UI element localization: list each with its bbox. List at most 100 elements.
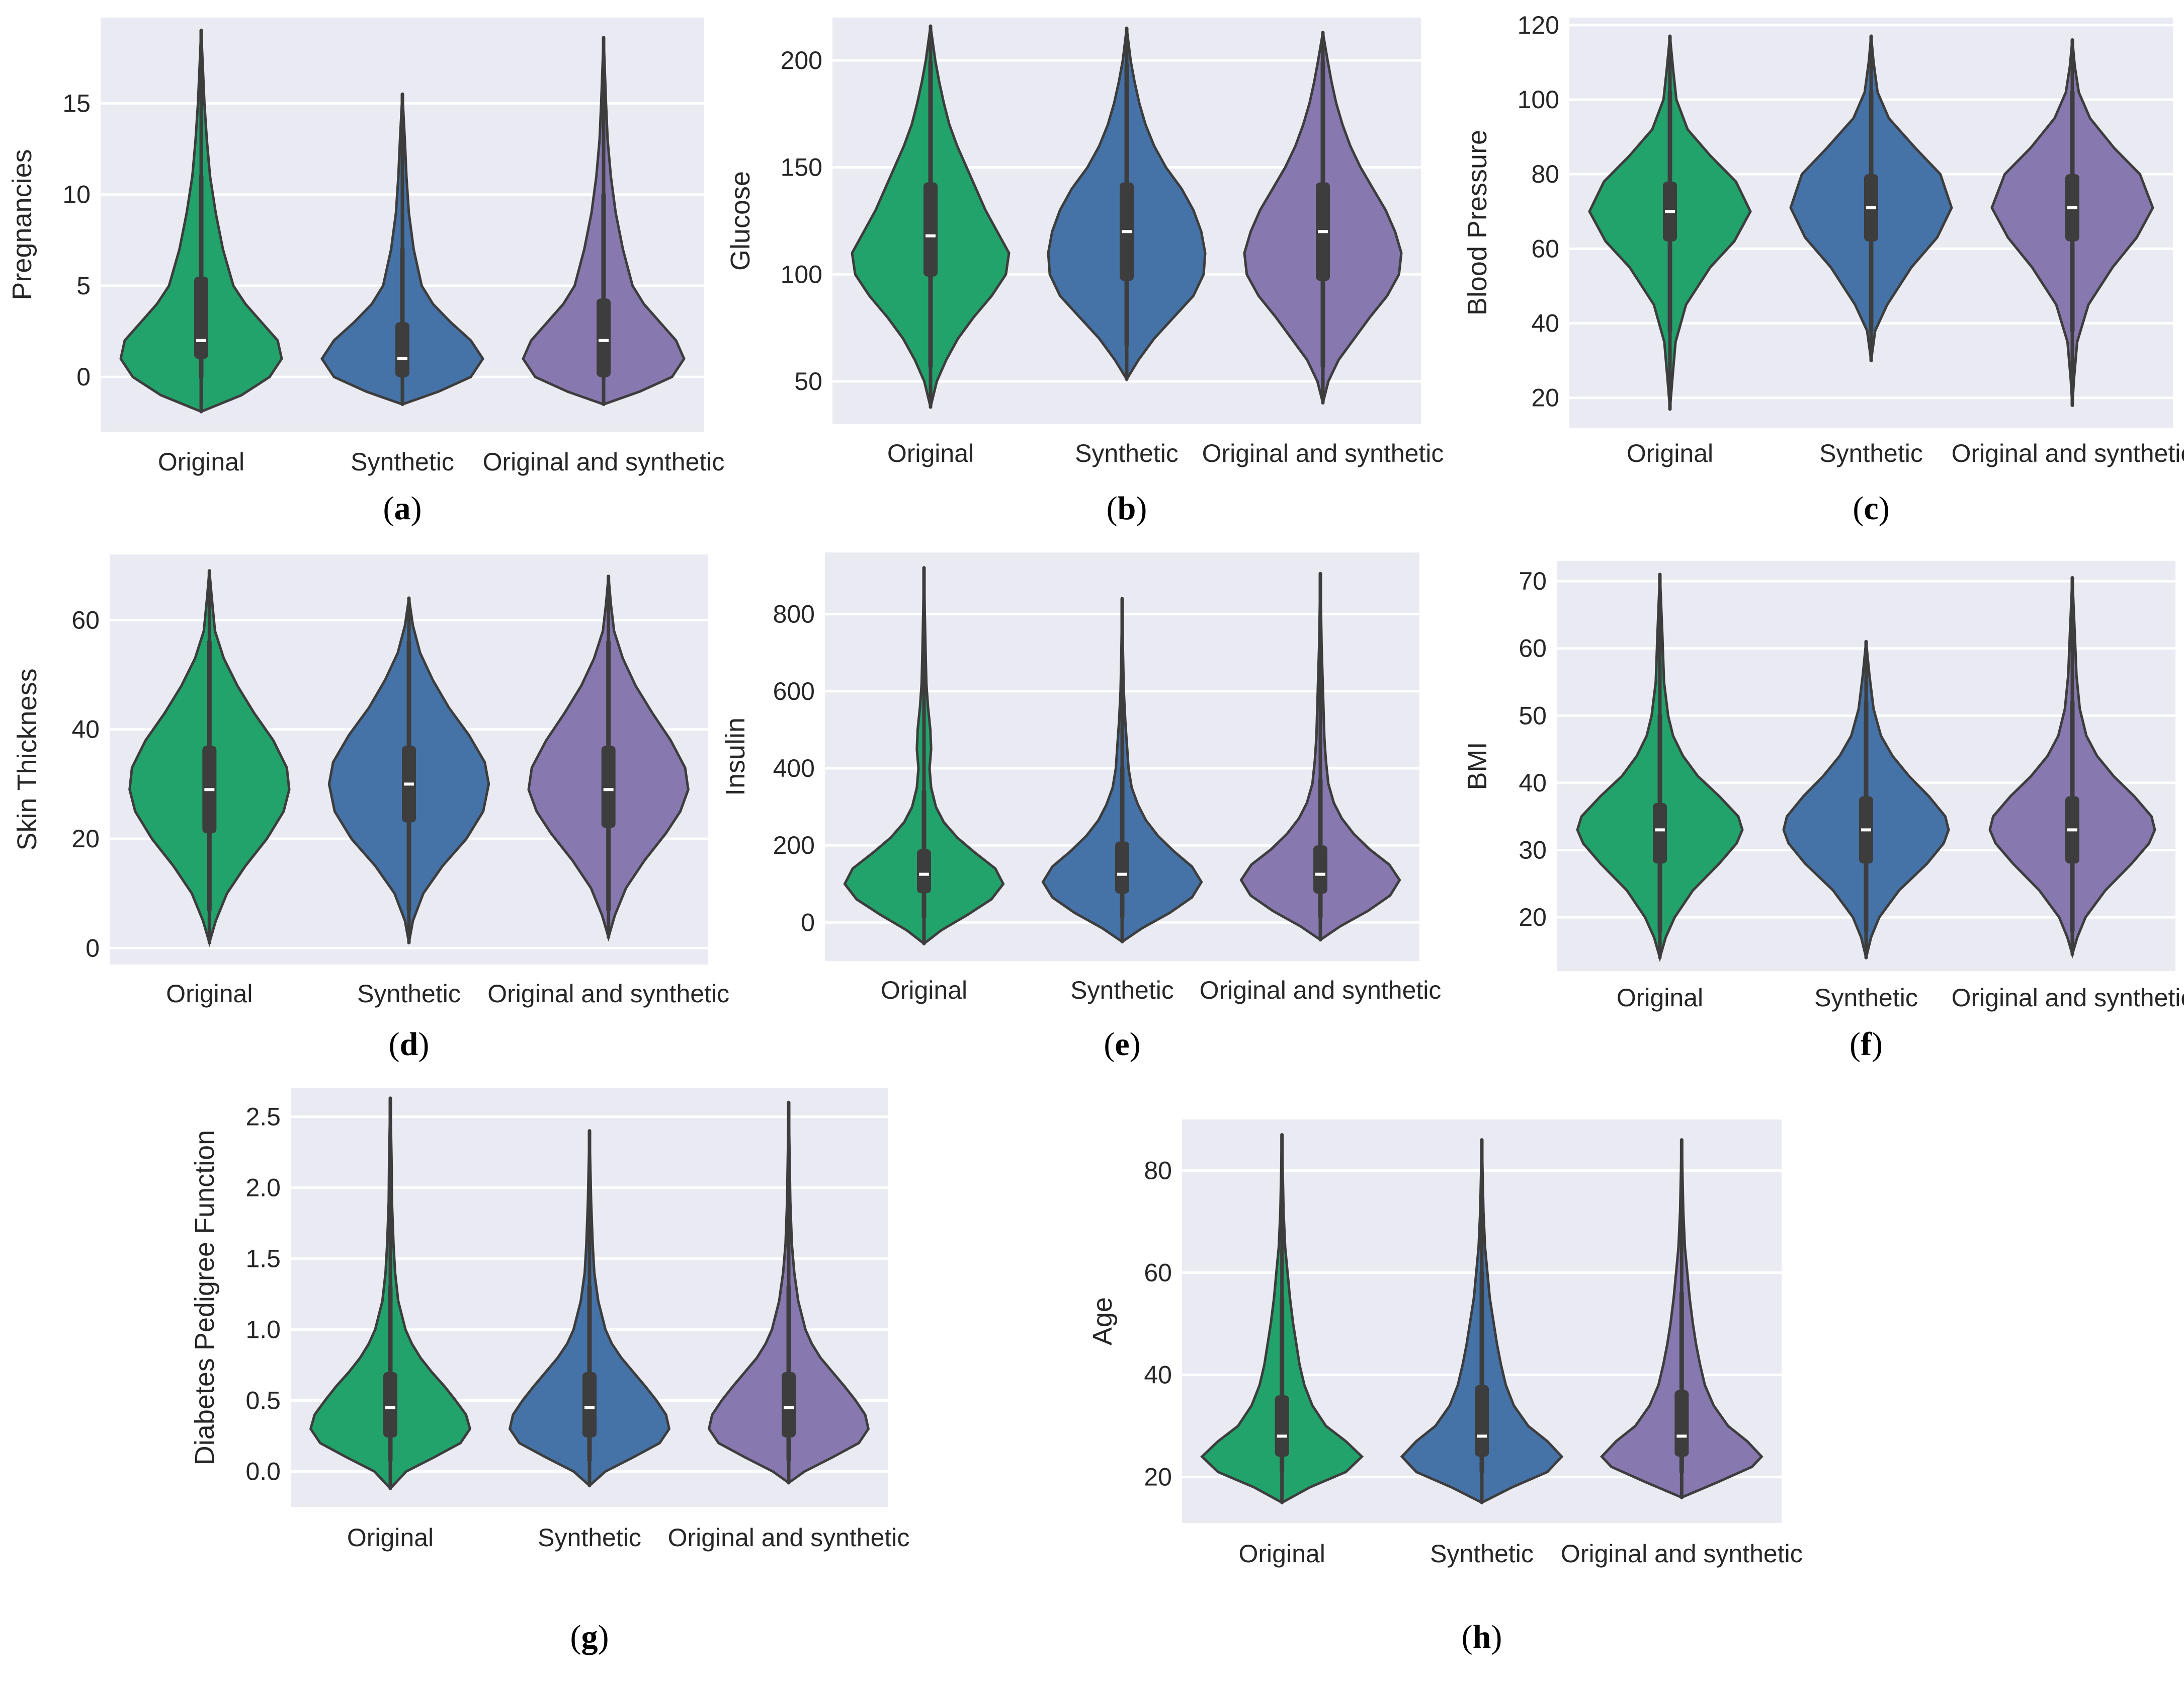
y-tick-label: 15 xyxy=(62,89,91,117)
iqr-box xyxy=(194,276,208,359)
panel-caption: (a) xyxy=(383,490,422,527)
y-axis-label: Blood Pressure xyxy=(1462,130,1492,315)
y-tick-label: 2.0 xyxy=(245,1173,281,1202)
y-tick-label: 60 xyxy=(1531,234,1559,263)
y-tick-label: 5 xyxy=(76,272,91,300)
iqr-box xyxy=(582,1372,597,1437)
y-tick-label: 200 xyxy=(781,46,822,74)
x-tick-label: Original xyxy=(347,1524,434,1552)
y-axis-label: Glucose xyxy=(725,171,755,271)
panel-f: 20 30 40 50 60 70 BMI Original Synthetic Original… xyxy=(1462,561,2184,1063)
y-tick-label: 200 xyxy=(773,831,815,859)
panel-d: 0 20 40 60 Skin Thickness Original Synthetic Or… xyxy=(12,554,729,1063)
panel-caption: (b) xyxy=(1107,490,1147,527)
y-tick-label: 1.0 xyxy=(245,1315,281,1343)
iqr-box xyxy=(1313,845,1327,894)
panel-caption: (f) xyxy=(1850,1026,1883,1063)
x-tick-label: Synthetic xyxy=(1075,439,1179,467)
y-tick-label: 0 xyxy=(86,934,100,962)
y-tick-label: 50 xyxy=(1519,701,1547,730)
iqr-box xyxy=(383,1372,397,1437)
iqr-box xyxy=(395,322,409,377)
y-tick-label: 0.5 xyxy=(245,1386,281,1414)
panel-g: 0.0 0.5 1.0 1.5 2.0 2.5 Diabetes Pedigree Func… xyxy=(190,1088,909,1655)
iqr-box xyxy=(601,746,616,828)
x-tick-label: Synthetic xyxy=(1814,984,1918,1012)
y-tick-label: 60 xyxy=(1144,1259,1172,1287)
y-axis-label: BMI xyxy=(1462,742,1492,790)
iqr-box xyxy=(597,298,611,377)
x-tick-label: Original and synthetic xyxy=(1952,984,2184,1012)
x-tick-label: Original xyxy=(1239,1540,1325,1568)
iqr-box xyxy=(1115,841,1129,894)
x-tick-label: Original and synthetic xyxy=(487,980,729,1008)
y-tick-label: 40 xyxy=(71,715,100,744)
panel-caption: (g) xyxy=(570,1619,609,1655)
panel-b: 50 100 150 200 Glucose Original Synthetic Origi… xyxy=(725,18,1444,527)
panel-caption: (e) xyxy=(1104,1026,1140,1063)
x-tick-label: Original xyxy=(166,980,253,1008)
panel-h: 20 40 60 80 Age Original Synthetic Original and… xyxy=(1087,1119,1803,1655)
panel-a: 0 5 10 15 Pregnancies Original Synthetic Origin… xyxy=(7,18,724,527)
x-tick-label: Synthetic xyxy=(1070,976,1174,1004)
x-tick-label: Original and synthetic xyxy=(1561,1540,1803,1568)
y-tick-label: 800 xyxy=(773,600,815,628)
x-tick-label: Original and synthetic xyxy=(668,1524,910,1552)
y-tick-label: 2.5 xyxy=(245,1102,281,1131)
x-tick-label: Original xyxy=(1627,439,1713,467)
y-tick-label: 100 xyxy=(1518,86,1559,114)
y-tick-label: 40 xyxy=(1531,309,1559,338)
y-tick-label: 30 xyxy=(1519,836,1547,864)
iqr-box xyxy=(1653,803,1667,864)
y-tick-label: 150 xyxy=(781,153,822,182)
y-tick-label: 20 xyxy=(71,825,100,853)
x-tick-label: Synthetic xyxy=(1430,1540,1534,1568)
y-tick-label: 40 xyxy=(1519,769,1547,797)
y-axis-label: Skin Thickness xyxy=(12,668,42,850)
panel-caption: (h) xyxy=(1462,1619,1502,1655)
y-tick-label: 20 xyxy=(1531,384,1559,412)
x-tick-label: Original xyxy=(887,439,974,467)
x-tick-label: Original and synthetic xyxy=(1200,976,1442,1004)
y-tick-label: 0.0 xyxy=(245,1457,281,1485)
y-tick-label: 1.5 xyxy=(245,1244,281,1272)
y-tick-label: 70 xyxy=(1519,567,1547,595)
x-tick-label: Original and synthetic xyxy=(483,448,725,476)
y-axis-label: Insulin xyxy=(720,717,750,796)
x-tick-label: Synthetic xyxy=(538,1524,641,1552)
x-tick-label: Original and synthetic xyxy=(1202,439,1444,467)
y-tick-label: 600 xyxy=(773,677,815,705)
panel-e: 0 200 400 600 800 Insulin Original Synthetic Ori… xyxy=(720,552,1441,1063)
iqr-box xyxy=(923,182,938,277)
iqr-box xyxy=(917,849,931,894)
panel-caption: (c) xyxy=(1853,490,1889,527)
y-tick-label: 0 xyxy=(801,908,815,936)
iqr-box xyxy=(1674,1390,1689,1457)
x-tick-label: Original xyxy=(158,448,244,476)
iqr-box xyxy=(782,1372,796,1437)
y-tick-label: 60 xyxy=(71,606,100,634)
y-tick-label: 20 xyxy=(1519,903,1547,931)
y-tick-label: 10 xyxy=(62,181,91,209)
y-tick-label: 400 xyxy=(773,754,815,782)
panel-caption: (d) xyxy=(389,1026,430,1063)
x-tick-label: Synthetic xyxy=(1819,439,1923,467)
y-tick-label: 80 xyxy=(1531,160,1559,188)
x-tick-label: Synthetic xyxy=(351,448,454,476)
y-tick-label: 60 xyxy=(1519,634,1547,663)
y-tick-label: 50 xyxy=(794,367,822,395)
y-axis-label: Age xyxy=(1087,1297,1118,1345)
y-tick-label: 20 xyxy=(1144,1463,1172,1491)
y-tick-label: 100 xyxy=(781,260,822,288)
x-tick-label: Original xyxy=(1617,984,1703,1012)
y-axis-label: Pregnancies xyxy=(7,149,37,300)
iqr-box xyxy=(1475,1385,1489,1457)
x-tick-label: Synthetic xyxy=(357,980,461,1008)
y-tick-label: 80 xyxy=(1144,1157,1172,1185)
y-axis-label: Diabetes Pedigree Function xyxy=(190,1130,220,1465)
x-tick-label: Original and synthetic xyxy=(1952,439,2184,467)
y-tick-label: 0 xyxy=(76,363,91,391)
y-tick-label: 120 xyxy=(1518,11,1559,39)
iqr-box xyxy=(1275,1395,1289,1457)
